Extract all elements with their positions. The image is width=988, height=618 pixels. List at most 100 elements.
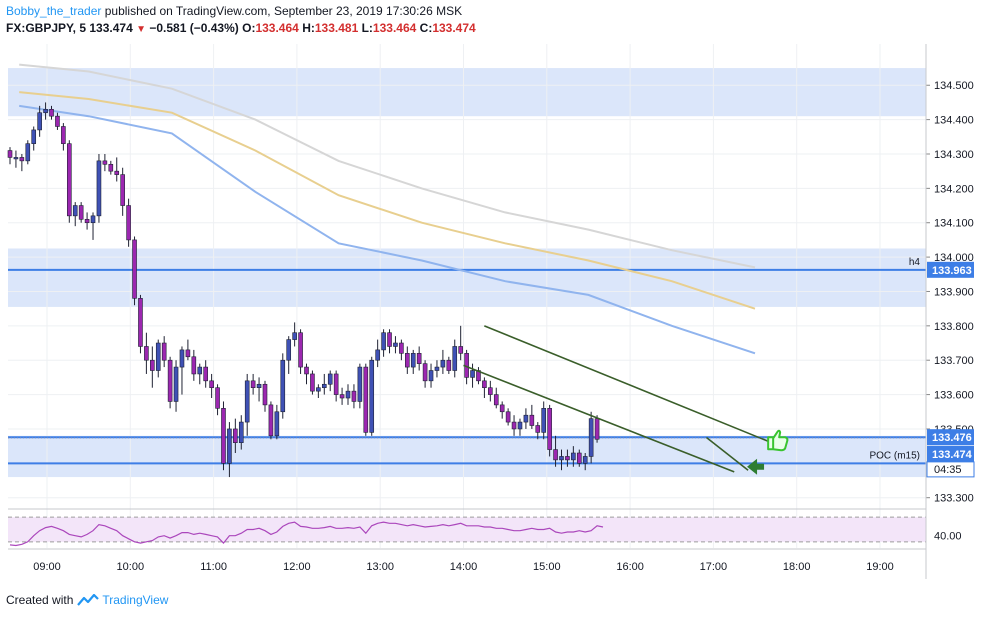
candle[interactable] [49,105,54,120]
candle[interactable] [161,336,167,368]
candle[interactable] [405,346,410,374]
candle[interactable] [452,339,458,378]
candle[interactable] [410,349,416,374]
candle[interactable] [126,198,131,247]
candle[interactable] [114,157,120,182]
candle[interactable] [363,363,369,436]
candle[interactable] [185,339,191,361]
candle[interactable] [37,105,42,137]
candle[interactable] [144,332,149,374]
candle[interactable] [155,339,161,378]
candle[interactable] [138,294,143,354]
candle[interactable] [310,370,315,395]
candle[interactable] [7,147,13,165]
candle[interactable] [541,401,547,440]
candle[interactable] [333,370,339,402]
author-name[interactable]: Bobby_the_trader [6,4,102,18]
candle[interactable] [244,373,250,436]
candle[interactable] [576,449,582,467]
candle[interactable] [393,336,398,354]
candle[interactable] [268,401,274,440]
candle[interactable] [434,360,440,378]
candle[interactable] [203,360,208,388]
candle[interactable] [588,411,594,464]
thumbs-up-icon[interactable] [767,429,789,452]
candle[interactable] [292,322,297,347]
candle[interactable] [96,153,102,223]
candle[interactable] [339,387,345,405]
candle[interactable] [499,401,505,419]
candle[interactable] [493,387,499,409]
candle[interactable] [197,363,203,385]
candle[interactable] [167,356,173,409]
candle[interactable] [399,339,404,361]
candle[interactable] [304,363,309,385]
trend-channel-line[interactable] [705,436,749,471]
candle[interactable] [72,202,78,227]
candle[interactable] [25,140,31,165]
candle[interactable] [428,363,434,388]
tradingview-brand[interactable]: TradingView [102,593,169,607]
candle[interactable] [351,384,357,409]
candle[interactable] [422,360,428,388]
candle[interactable] [173,360,179,412]
candle[interactable] [78,202,84,223]
candle[interactable] [286,336,292,374]
candle[interactable] [274,404,280,440]
candle[interactable] [529,404,535,429]
candle[interactable] [19,153,25,172]
candle[interactable] [357,363,363,409]
candle[interactable] [470,363,475,388]
candle[interactable] [250,373,256,395]
candle[interactable] [458,325,463,361]
candle[interactable] [511,415,517,436]
candle[interactable] [559,449,564,471]
candle[interactable] [84,212,90,230]
candle[interactable] [387,329,392,354]
candle[interactable] [233,418,238,454]
arrow-left-icon[interactable] [747,458,765,475]
candle[interactable] [523,408,529,429]
candle[interactable] [482,377,487,399]
candle[interactable] [238,415,244,450]
candle[interactable] [582,453,588,471]
candle[interactable] [43,102,48,120]
candle[interactable] [102,153,108,172]
candle[interactable] [440,349,446,374]
candle[interactable] [256,377,262,402]
candle[interactable] [345,384,351,405]
candle[interactable] [108,160,114,175]
candle[interactable] [446,356,452,374]
candle[interactable] [375,339,380,368]
candle[interactable] [120,167,125,216]
trend-channel-line[interactable] [484,325,777,446]
candle[interactable] [31,126,37,151]
candle[interactable] [262,380,268,412]
candle[interactable] [316,384,321,399]
candle[interactable] [221,401,226,471]
candle[interactable] [553,435,558,467]
candle[interactable] [488,380,493,402]
candle[interactable] [90,212,96,240]
candle[interactable] [61,123,66,151]
candle[interactable] [505,408,511,426]
candle[interactable] [280,353,286,419]
candle[interactable] [67,140,72,223]
candle[interactable] [547,404,552,457]
candle[interactable] [327,370,333,392]
candle[interactable] [369,356,375,436]
candle[interactable] [209,373,214,399]
candle[interactable] [381,329,386,357]
candle[interactable] [55,112,60,130]
candle[interactable] [13,150,19,168]
candle[interactable] [132,236,137,306]
candle[interactable] [179,346,185,395]
trend-channel-line[interactable] [463,364,735,473]
candle[interactable] [565,449,570,467]
candle[interactable] [227,422,232,478]
candle[interactable] [191,349,197,381]
candle[interactable] [215,384,220,416]
candle[interactable] [571,446,576,467]
candle[interactable] [517,418,523,436]
candle[interactable] [298,329,303,374]
